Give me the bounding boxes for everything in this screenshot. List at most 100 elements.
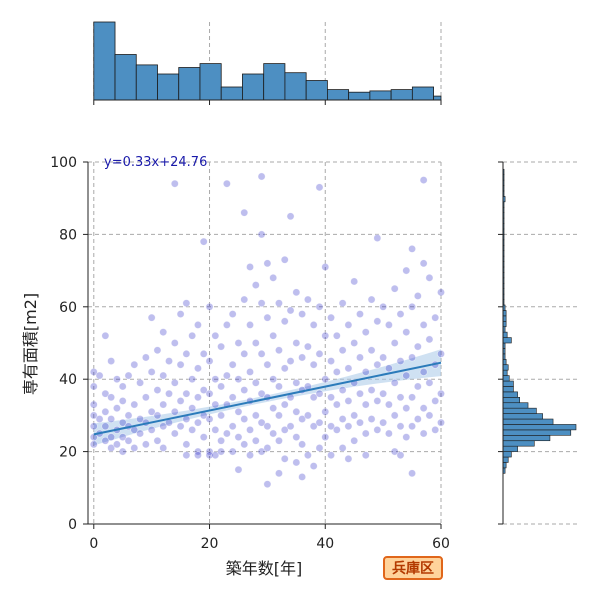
- scatter-point: [402, 266, 411, 275]
- scatter-point: [431, 313, 440, 322]
- top-hist-bar: [157, 73, 180, 101]
- scatter-point: [327, 451, 335, 460]
- scatter-point: [130, 400, 139, 409]
- scatter-point: [379, 302, 388, 311]
- x-tick-label: 20: [201, 536, 219, 552]
- scatter-point: [437, 389, 445, 398]
- y-tick-label: 20: [59, 445, 77, 461]
- top-hist-bar: [220, 86, 243, 101]
- scatter-point: [95, 415, 104, 423]
- scatter-point: [182, 299, 191, 308]
- scatter-point: [356, 389, 364, 398]
- scatter-point: [437, 418, 445, 427]
- scatter-point: [309, 422, 318, 431]
- scatter-point: [280, 255, 289, 264]
- scatter-point: [136, 429, 144, 438]
- scatter-point: [136, 378, 144, 387]
- scatter-point: [257, 389, 266, 398]
- right-hist-bar: [502, 369, 508, 376]
- top-hist-bar: [348, 91, 371, 101]
- scatter-point: [425, 335, 434, 344]
- scatter-point: [211, 400, 220, 409]
- scatter-point: [101, 407, 110, 416]
- scatter-point: [408, 244, 416, 253]
- scatter-point: [402, 328, 411, 337]
- scatter-point: [402, 404, 411, 413]
- scatter-point: [269, 429, 278, 438]
- scatter-point: [309, 360, 318, 369]
- scatter-point: [89, 400, 98, 409]
- scatter-point: [234, 433, 243, 442]
- scatter-point: [251, 411, 260, 420]
- scatter-point: [390, 284, 399, 293]
- scatter-point: [275, 411, 283, 420]
- scatter-point: [286, 306, 295, 315]
- scatter-point: [385, 429, 393, 438]
- x-tick-label: 0: [89, 536, 98, 552]
- scatter-point: [118, 418, 127, 427]
- y-axis-title: 専有面積[m2]: [21, 293, 40, 395]
- regression-equation: y=0.33x+24.76: [104, 155, 207, 170]
- scatter-point: [437, 288, 445, 297]
- y-tick-label: 0: [68, 517, 77, 533]
- scatter-point: [89, 368, 98, 376]
- y-tick-label: 40: [59, 372, 77, 388]
- scatter-point: [194, 451, 202, 460]
- scatter-point: [379, 353, 388, 362]
- scatter-point: [321, 407, 330, 416]
- scatter-point: [246, 368, 254, 376]
- scatter-point: [211, 331, 220, 340]
- scatter-point: [118, 397, 127, 405]
- scatter-point: [199, 386, 208, 394]
- scatter-point: [437, 349, 445, 358]
- scatter-point: [194, 418, 202, 427]
- scatter-point: [240, 349, 249, 358]
- scatter-point: [408, 422, 416, 431]
- scatter-point: [413, 382, 422, 391]
- top-hist-bar: [199, 63, 222, 101]
- scatter-point: [419, 368, 428, 376]
- scatter-points: [89, 172, 445, 489]
- scatter-point: [234, 339, 243, 347]
- scatter-point: [188, 375, 197, 384]
- scatter-point: [321, 375, 330, 384]
- scatter-point: [222, 320, 231, 329]
- right-hist-bar: [502, 424, 577, 431]
- scatter-point: [298, 415, 307, 423]
- scatter-point: [338, 299, 347, 308]
- scatter-point: [217, 382, 225, 391]
- scatter-point: [199, 433, 208, 442]
- scatter-point: [228, 310, 237, 318]
- scatter-point: [188, 425, 197, 434]
- scatter-point: [292, 288, 301, 297]
- scatter-point: [419, 259, 428, 268]
- scatter-point: [147, 407, 156, 416]
- scatter-point: [240, 386, 249, 394]
- scatter-point: [332, 400, 341, 409]
- scatter-point: [95, 371, 104, 380]
- scatter-point: [367, 415, 376, 423]
- top-hist-bar: [327, 89, 350, 101]
- scatter-point: [361, 400, 370, 409]
- scatter-point: [130, 444, 139, 452]
- scatter-point: [269, 331, 278, 340]
- scatter-point: [211, 451, 220, 460]
- scatter-point: [315, 302, 324, 311]
- scatter-point: [217, 436, 225, 445]
- right-hist-bar: [502, 418, 554, 425]
- scatter-point: [101, 422, 110, 431]
- scatter-point: [338, 415, 347, 423]
- scatter-point: [269, 404, 278, 413]
- top-hist-bar: [93, 21, 116, 101]
- scatter-point: [194, 364, 202, 373]
- scatter-point: [402, 433, 411, 442]
- scatter-point: [367, 295, 376, 304]
- scatter-point: [89, 411, 98, 420]
- scatter-point: [361, 328, 370, 337]
- scatter-point: [205, 451, 214, 460]
- scatter-point: [107, 393, 116, 402]
- scatter-point: [136, 415, 144, 423]
- scatter-point: [188, 331, 197, 340]
- scatter-point: [408, 302, 416, 311]
- scatter-point: [269, 375, 278, 384]
